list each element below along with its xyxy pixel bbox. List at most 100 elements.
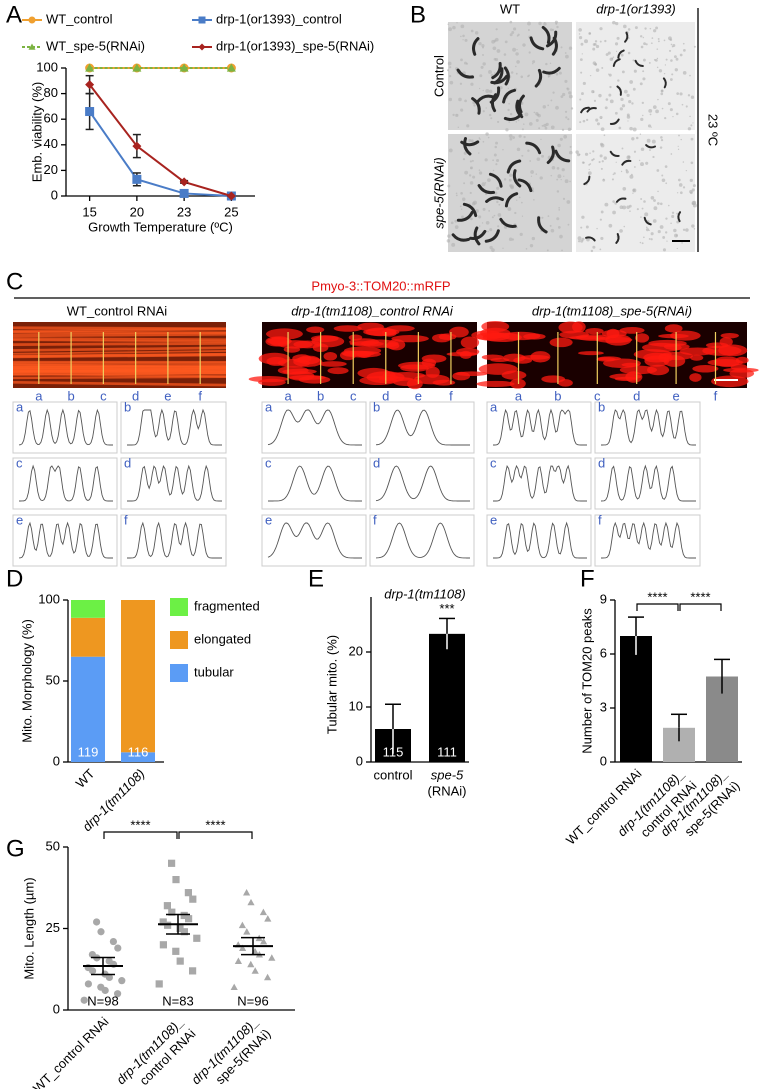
texture xyxy=(560,95,564,99)
worm xyxy=(583,175,591,186)
plot-label: b xyxy=(124,399,131,414)
plot-label: a xyxy=(265,399,273,414)
mito xyxy=(414,374,450,385)
texture xyxy=(608,93,612,97)
texture xyxy=(468,174,472,177)
texture xyxy=(640,198,643,200)
worm xyxy=(643,216,652,226)
y-tick-label: 80 xyxy=(44,85,58,100)
plot-label: c xyxy=(16,455,23,470)
line-label: b xyxy=(67,388,74,403)
texture xyxy=(682,70,687,75)
texture xyxy=(685,105,688,108)
mito xyxy=(327,367,349,375)
y-axis-label: Mito. Morphology (%) xyxy=(19,619,34,743)
worm xyxy=(456,68,475,79)
texture xyxy=(568,91,572,95)
texture xyxy=(612,210,616,215)
bar-segment xyxy=(71,600,105,618)
mito xyxy=(456,347,480,356)
data-point xyxy=(251,967,259,974)
texture xyxy=(595,68,600,72)
worm xyxy=(473,226,481,246)
data-point xyxy=(193,934,201,942)
y-axis-label: Emb. viability (%) xyxy=(29,82,44,182)
texture xyxy=(671,73,674,76)
texture xyxy=(676,92,680,95)
texture xyxy=(543,22,547,26)
worm xyxy=(490,74,509,85)
texture xyxy=(661,107,664,110)
texture xyxy=(464,99,467,103)
data-point xyxy=(247,898,255,906)
texture xyxy=(664,165,668,168)
y-tick-label: 10 xyxy=(349,698,363,713)
texture xyxy=(512,136,516,139)
texture xyxy=(507,87,509,89)
texture xyxy=(642,70,645,73)
texture xyxy=(683,48,686,52)
worm xyxy=(463,137,472,156)
worm xyxy=(485,196,504,203)
texture xyxy=(664,231,668,234)
data-point xyxy=(185,915,193,923)
worm xyxy=(677,211,682,223)
texture xyxy=(508,134,513,138)
texture xyxy=(655,109,659,114)
plot-label: b xyxy=(373,399,380,414)
texture xyxy=(516,60,520,64)
texture xyxy=(672,115,674,118)
texture xyxy=(557,174,562,179)
texture xyxy=(679,191,683,195)
mito xyxy=(585,327,604,335)
profile-trace xyxy=(18,521,113,559)
texture xyxy=(673,228,677,233)
mito xyxy=(500,331,541,341)
texture xyxy=(518,134,522,138)
texture xyxy=(627,28,631,31)
texture xyxy=(589,74,592,77)
data-point xyxy=(159,941,167,949)
data-point xyxy=(105,957,113,965)
texture xyxy=(545,62,548,66)
significance-label: **** xyxy=(647,589,667,604)
data-point xyxy=(155,980,163,988)
bar xyxy=(429,633,465,762)
texture xyxy=(470,29,474,33)
y-tick-label: 0 xyxy=(53,753,60,768)
texture xyxy=(608,73,612,77)
texture xyxy=(592,158,595,161)
mito xyxy=(557,379,573,387)
data-point xyxy=(179,177,189,187)
data-point xyxy=(189,895,197,903)
mito xyxy=(12,364,227,370)
line-label: a xyxy=(515,388,523,403)
texture xyxy=(544,126,548,130)
texture xyxy=(510,71,514,74)
texture xyxy=(680,138,682,141)
mito xyxy=(12,341,227,347)
data-point xyxy=(84,980,92,988)
profile-plot xyxy=(261,401,367,454)
texture xyxy=(642,114,644,117)
data-point xyxy=(97,928,105,936)
texture xyxy=(659,202,663,206)
data-point xyxy=(28,16,36,24)
mito xyxy=(323,351,338,361)
texture xyxy=(497,120,500,124)
texture xyxy=(538,21,542,26)
y-tick-label: 0 xyxy=(51,187,58,202)
texture xyxy=(638,159,641,162)
texture xyxy=(578,28,582,32)
texture xyxy=(675,112,679,116)
texture xyxy=(479,74,483,78)
data-point xyxy=(180,911,188,920)
line-label: b xyxy=(317,388,324,403)
texture xyxy=(675,234,678,237)
texture xyxy=(585,225,589,229)
texture xyxy=(690,161,694,165)
texture xyxy=(607,51,611,55)
mito xyxy=(12,350,227,355)
texture xyxy=(645,43,648,46)
mito xyxy=(625,371,643,383)
